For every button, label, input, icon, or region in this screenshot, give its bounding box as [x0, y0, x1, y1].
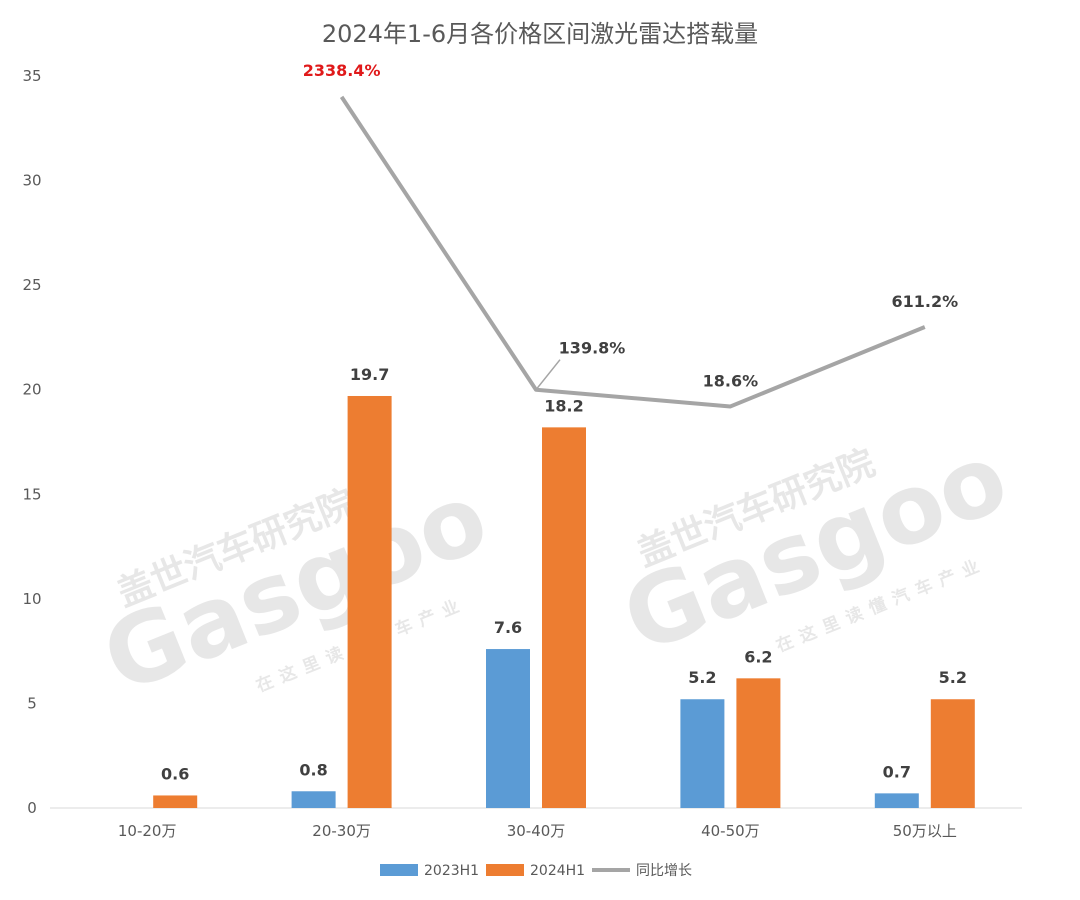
bar-2023H1 [291, 791, 336, 808]
x-tick-label: 40-50万 [701, 822, 760, 840]
growth-line [339, 95, 926, 409]
bar-2023H1 [486, 649, 530, 808]
line-layer: 2338.4% 139.8% 18.6% 611.2% [303, 61, 958, 409]
x-tick-label: 20-30万 [312, 822, 371, 840]
y-tick-label: 20 [22, 381, 41, 399]
growth-data-label: 2338.4% [303, 61, 381, 80]
legend-swatch-2023H1 [380, 864, 418, 876]
bar-data-label: 19.7 [350, 365, 389, 384]
y-tick-label: 30 [22, 172, 41, 190]
bar-data-label: 7.6 [494, 618, 522, 637]
bar-2024H1 [736, 678, 781, 808]
y-tick-label: 35 [22, 67, 41, 85]
legend-label: 2024H1 [530, 863, 585, 879]
x-tick-label: 50万以上 [893, 822, 957, 840]
legend-swatch-2024H1 [486, 864, 524, 876]
bar-data-label: 0.8 [299, 760, 327, 779]
growth-data-label: 611.2% [891, 292, 958, 311]
bar-data-label: 0.7 [883, 762, 911, 781]
x-axis: 10-20万 20-30万 30-40万 40-50万 50万以上 [50, 807, 1022, 840]
x-tick-label: 30-40万 [507, 822, 566, 840]
growth-data-label: 18.6% [703, 371, 759, 390]
bar-data-label: 5.2 [939, 668, 967, 687]
bar-data-label: 18.2 [544, 396, 583, 415]
growth-label-leader [535, 359, 561, 391]
bar-2023H1 [874, 793, 919, 808]
bar-2024H1 [153, 795, 198, 808]
legend: 2023H1 2024H1 同比增长 [380, 863, 692, 879]
bar-data-label: 5.2 [688, 668, 716, 687]
y-axis: 0 5 10 15 20 25 30 35 [22, 67, 41, 817]
x-tick-label: 10-20万 [118, 822, 177, 840]
chart-title: 2024年1-6月各价格区间激光雷达搭载量 [322, 20, 758, 48]
bar-data-label: 6.2 [744, 647, 772, 666]
legend-label: 同比增长 [636, 863, 692, 879]
growth-data-label: 139.8% [559, 339, 626, 358]
bar-2024H1 [930, 699, 975, 808]
y-tick-label: 10 [22, 590, 41, 608]
bar-data-label: 0.6 [161, 764, 189, 783]
bar-2024H1 [542, 427, 586, 808]
y-tick-label: 25 [22, 276, 41, 294]
y-tick-label: 15 [22, 485, 41, 503]
y-tick-label: 5 [27, 694, 37, 712]
y-tick-label: 0 [27, 799, 37, 817]
bar-2024H1 [347, 395, 392, 808]
bar-2023H1 [680, 699, 725, 808]
bars-layer: 0.8 7.6 5.2 0.7 0.6 19.7 18.2 6.2 5.2 [153, 365, 975, 808]
legend-label: 2023H1 [424, 863, 479, 879]
